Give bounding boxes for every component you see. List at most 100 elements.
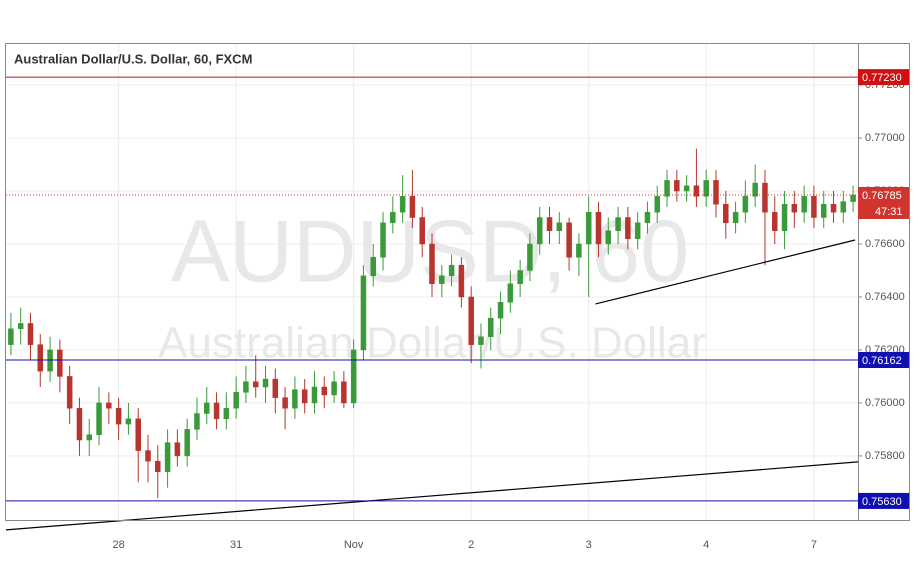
candle-body <box>585 211 592 245</box>
candle-body <box>507 283 514 303</box>
candle-body <box>262 378 269 388</box>
candle-body <box>106 402 112 409</box>
candle-body <box>488 317 494 337</box>
candle-body <box>174 442 181 457</box>
candle-body <box>399 196 406 213</box>
candle-body <box>693 185 700 197</box>
trendline <box>595 239 856 305</box>
candle-body <box>184 429 190 457</box>
candle-body <box>47 349 53 372</box>
candle-body <box>233 392 239 409</box>
candle-body <box>468 296 474 345</box>
candle-body <box>762 182 768 213</box>
candle-body <box>595 211 602 245</box>
y-tick-label: 0.77000 <box>865 132 905 144</box>
candle-body <box>556 222 563 231</box>
candle-body <box>536 217 543 245</box>
candle-body <box>674 180 680 192</box>
candle-body <box>204 402 210 414</box>
candle-body <box>292 389 298 409</box>
y-tick-label: 0.76600 <box>865 238 905 250</box>
candle-body <box>17 323 24 330</box>
candle-body <box>86 434 92 441</box>
watermark-subtitle: Australian Dollar/U.S. Dollar <box>158 319 706 368</box>
level-box <box>858 492 909 509</box>
level-label: 0.76162 <box>862 355 902 367</box>
candle-body <box>791 204 798 213</box>
candle-body <box>301 389 308 404</box>
candle-body <box>517 270 523 284</box>
candle-body <box>644 211 651 224</box>
candle-body <box>752 182 758 197</box>
x-tick-label: Nov <box>344 539 364 551</box>
candle-body <box>820 204 827 218</box>
candle-body <box>37 344 44 372</box>
y-tick-label: 0.76000 <box>865 397 905 409</box>
candle-body <box>194 413 200 430</box>
candle-body <box>282 397 288 409</box>
candle-body <box>723 204 729 224</box>
candle-body <box>66 376 73 409</box>
candle-body <box>350 349 357 404</box>
candle-body <box>311 386 318 404</box>
level-box <box>858 69 909 86</box>
candle-body <box>272 378 279 398</box>
candle-body <box>654 196 660 213</box>
candle-body <box>830 204 837 213</box>
candle-body <box>57 349 63 377</box>
candle-body <box>370 256 376 277</box>
candle-body <box>664 180 670 197</box>
candle-body <box>439 275 445 284</box>
last-price-label: 0.76785 <box>862 190 902 202</box>
candle-body <box>125 418 132 425</box>
candle-body <box>605 230 612 245</box>
candle-body <box>390 211 396 224</box>
candle-body <box>213 402 220 420</box>
y-tick-label: 0.75800 <box>865 450 905 462</box>
chart-title: Australian Dollar/U.S. Dollar, 60, FXCM <box>14 51 252 66</box>
candle-body <box>497 302 504 319</box>
candle-body <box>634 222 641 239</box>
candle-body <box>742 196 749 213</box>
candle-body <box>772 211 778 231</box>
candle-body <box>615 217 621 231</box>
chart-frame <box>5 43 910 521</box>
candle-body <box>76 407 83 441</box>
candle-body <box>811 196 817 218</box>
candle-body <box>115 407 122 425</box>
candle-body <box>625 217 631 239</box>
candle-body <box>223 407 230 420</box>
candle-body <box>145 450 151 462</box>
marks <box>5 76 859 531</box>
x-tick-label: 7 <box>811 539 817 551</box>
candle-body <box>135 418 141 451</box>
candle-body <box>801 196 807 213</box>
candle-body <box>527 243 533 271</box>
last-price-box <box>858 186 909 219</box>
x-tick-label: 4 <box>703 539 709 551</box>
candle-body <box>164 442 171 473</box>
candle-body <box>840 201 847 213</box>
candle-body <box>566 222 572 258</box>
candle-body <box>419 217 425 245</box>
candle-body <box>850 194 856 202</box>
candle-body <box>781 204 788 231</box>
candle-body <box>252 381 259 388</box>
candle-body <box>576 243 582 258</box>
x-tick-label: 28 <box>112 539 124 551</box>
candle-body <box>429 243 435 284</box>
candle-body <box>27 323 34 345</box>
candle-body <box>732 211 739 224</box>
candle-body <box>321 386 328 396</box>
level-label: 0.77230 <box>862 72 902 84</box>
candle-body <box>458 264 465 298</box>
candle-body <box>341 381 347 404</box>
candle-body <box>683 185 690 192</box>
candle-body <box>409 196 416 218</box>
x-tick-label: 31 <box>230 539 242 551</box>
overlay: 0.758000.760000.762000.764000.766000.768… <box>112 69 909 551</box>
x-tick-label: 2 <box>468 539 474 551</box>
x-tick-label: 3 <box>586 539 592 551</box>
